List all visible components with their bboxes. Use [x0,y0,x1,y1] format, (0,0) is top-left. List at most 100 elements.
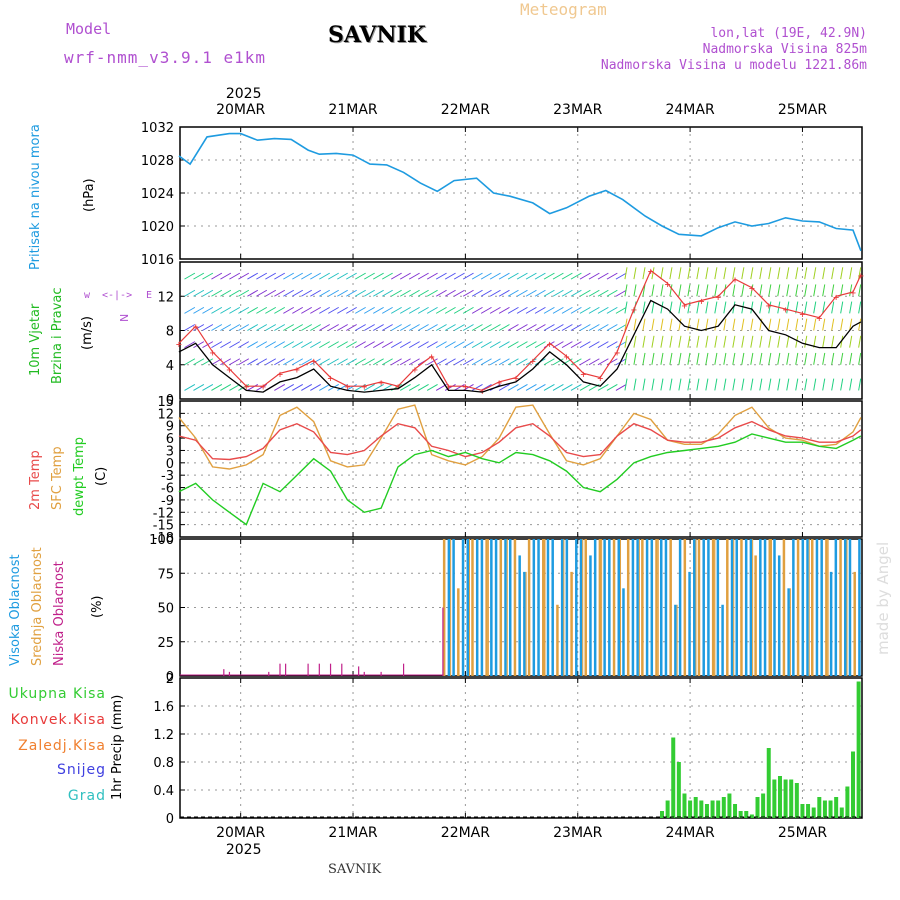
cloud-bar [655,539,658,676]
wind-barb [597,358,609,366]
y-tick-label: 1.6 [153,700,174,715]
wind-barb [525,272,537,280]
wind-barb [373,306,384,314]
panel-frame [179,126,863,260]
wind-barb [480,289,492,297]
wind-barb [678,301,682,314]
wind-barb [714,267,718,280]
wind-barb [319,384,330,391]
wind-barb [292,358,303,366]
cloud-bar [744,539,748,676]
precip-bar [834,797,839,818]
wind-barb [373,358,384,366]
y-tick-label: 9 [166,420,174,435]
wind-barb [489,341,501,349]
wind-barb [570,324,582,331]
cloud-bar [683,539,687,676]
wind-barb [292,306,303,314]
cloud-bar [523,571,526,676]
wind-barb [444,358,456,366]
x-tick-label-bottom: 25MAR [778,825,827,841]
gust-marker: + [226,365,232,376]
cloud-bar [494,539,498,676]
wind-barb [220,272,232,280]
wind-barb [516,358,528,366]
wind-barb [355,358,366,366]
wind-barb [741,378,745,391]
wind-barb [498,289,510,297]
wind-barb [274,341,286,349]
wind-barb [579,384,591,391]
wind-barb [498,272,510,280]
wind-barb [399,358,411,366]
wind-barb [417,289,429,297]
wind-barb [507,384,519,391]
wind-barb [705,284,709,297]
wind-barb [723,318,727,331]
wind-barb [561,289,573,297]
wind-barb [274,289,286,297]
y-tick-label: 75 [157,567,174,582]
wind-barb [256,306,268,314]
wind-barb [696,267,700,280]
wind-barb [426,272,438,280]
legend-freezing-rain: Zaledj.Kisa [18,738,106,754]
wind-barb [759,284,763,297]
wind-barb [705,378,709,391]
wind-barb [453,358,465,366]
wind-unit: (m/s) [80,316,95,350]
wind-barb [319,306,330,314]
wind-barb [283,324,295,331]
wind-barb [804,335,808,348]
precip-bar [817,797,822,818]
dewpt-line [178,433,862,526]
wind-barb [229,324,241,331]
wind-barb [193,306,205,314]
wind-barb [525,306,537,314]
pressure-label: Pritisak na nivou mora [28,124,43,270]
wind-barb [301,324,312,331]
cloud-bar [759,539,762,676]
wind-barb [301,272,312,280]
y-tick-label: 0 [166,812,174,827]
wind-barb [750,301,754,314]
y-tick-label: 0.4 [153,784,174,799]
legend-total-rain: Ukupna Kisa [8,686,106,702]
wind-barb [687,352,691,365]
wind-barb [705,352,709,365]
y-tick-label: 1020 [141,220,174,235]
wind-barb [346,341,357,349]
year-label-bottom: 2025 [226,842,262,858]
wind-barb [804,378,808,391]
wind-barb [247,272,259,280]
wind-barb [696,284,700,297]
wind-barb [714,378,718,391]
wind-barb [238,324,250,331]
wind-barb [642,284,646,297]
wind-barb [408,358,420,366]
wind-barb [786,378,790,391]
cloud-bar [693,539,696,676]
wind-barb [480,306,492,314]
wind-barb [687,318,691,331]
compass-w-label: w [84,290,91,301]
precip-bar [851,751,856,818]
wind-barb [328,306,339,314]
wind-barb [588,306,600,314]
wind-barb [444,306,456,314]
wind-barb [390,289,402,297]
wind-barb [588,289,600,297]
cloud-bar [641,539,644,676]
wind-barb [247,341,259,349]
wind-barb [543,272,555,280]
wind-barb [678,378,682,391]
wind-barb [705,318,709,331]
wind-barb [750,378,754,391]
precip-bar [811,807,816,818]
wind-barb [768,378,772,391]
cloud-bar [806,539,809,676]
wind-barb [570,384,582,391]
wind-barb [795,267,799,280]
wind-barb [426,289,438,297]
